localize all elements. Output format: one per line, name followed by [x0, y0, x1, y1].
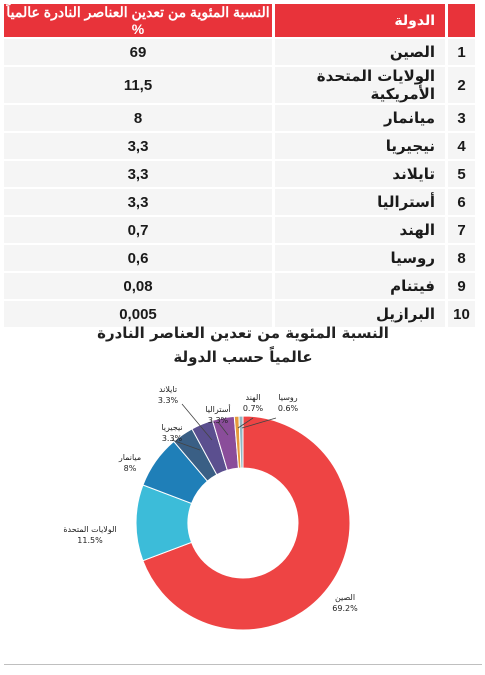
row-country: الصين	[275, 38, 445, 67]
row-country: نيجيريا	[275, 132, 445, 161]
row-separator	[445, 104, 448, 133]
slice-label-6: الهند	[246, 393, 261, 402]
slice-label-3: نيجيريا	[161, 423, 182, 432]
row-separator	[445, 188, 448, 217]
row-value: 0,005	[4, 300, 272, 329]
row-number: 1	[448, 38, 475, 67]
leader-line-5	[217, 421, 229, 436]
row-number: 3	[448, 104, 475, 133]
header-country: الدولة	[275, 4, 445, 39]
row-value: 69	[4, 38, 272, 67]
leader-line-4	[181, 403, 213, 441]
slice-label-1: الولايات المتحدة	[63, 525, 116, 534]
row-separator	[445, 132, 448, 161]
leader-line-3	[171, 439, 201, 451]
header-value: النسبة المئوية من تعدين العناصر النادرة …	[4, 4, 272, 39]
table-row: 3 ميانمار 8	[4, 104, 475, 133]
table-row: 9 فيتنام 0,08	[4, 272, 475, 301]
row-separator	[445, 272, 448, 301]
row-value: 3,3	[4, 160, 272, 189]
table-row: 6 أستراليا 3,3	[4, 188, 475, 217]
row-separator	[272, 160, 275, 189]
table-row: 1 الصين 69	[4, 38, 475, 67]
row-value: 3,3	[4, 188, 272, 217]
slice-pct-3: 3.3%	[162, 434, 183, 443]
row-country: أستراليا	[275, 188, 445, 217]
table-row: 7 الهند 0,7	[4, 216, 475, 245]
table-row: 4 نيجيريا 3,3	[4, 132, 475, 161]
chart-title-line2: عالمياً حسب الدولة	[173, 346, 312, 366]
header-separator	[445, 4, 448, 39]
leader-line-6	[237, 417, 254, 429]
chart-labels: الصين 69.2% الولايات المتحدة 11.5% ميانمار 8%…	[63, 385, 358, 613]
table-row: 2 الولايات المتحدة الأمريكية 11,5	[4, 66, 475, 105]
row-separator	[272, 66, 275, 105]
header-separator	[272, 4, 275, 39]
row-country: فيتنام	[275, 272, 445, 301]
row-separator	[272, 132, 275, 161]
slice-label-7: روسيا	[278, 393, 297, 402]
slice-label-0: الصين	[335, 593, 355, 602]
row-value: 3,3	[4, 132, 272, 161]
row-separator	[445, 216, 448, 245]
slice-pct-2: 8%	[124, 464, 137, 473]
header-num	[448, 4, 475, 39]
row-country: البرازيل	[275, 300, 445, 329]
row-number: 10	[448, 300, 475, 329]
chart-slices	[135, 415, 351, 631]
row-separator	[445, 300, 448, 329]
slice-label-5: أستراليا	[205, 404, 230, 414]
row-country: تايلاند	[275, 160, 445, 189]
table-row: 5 تايلاند 3,3	[4, 160, 475, 189]
row-separator	[272, 272, 275, 301]
row-number: 2	[448, 66, 475, 105]
row-separator	[272, 188, 275, 217]
row-number: 7	[448, 216, 475, 245]
row-country: الهند	[275, 216, 445, 245]
row-separator	[272, 300, 275, 329]
row-separator	[272, 216, 275, 245]
slice-7	[238, 415, 244, 469]
chart-leader-lines	[171, 403, 277, 451]
row-value: 0,6	[4, 244, 272, 273]
row-separator	[445, 38, 448, 67]
row-number: 5	[448, 160, 475, 189]
row-number: 9	[448, 272, 475, 301]
table-row: 8 روسيا 0,6	[4, 244, 475, 273]
slice-label-2: ميانمار	[118, 453, 141, 462]
row-separator	[272, 104, 275, 133]
row-value: 0,08	[4, 272, 272, 301]
row-value: 11,5	[4, 66, 272, 105]
slice-pct-4: 3.3%	[158, 396, 179, 405]
row-number: 6	[448, 188, 475, 217]
slice-label-4: تايلاند	[159, 385, 177, 394]
table-row: 10 البرازيل 0,005	[4, 300, 475, 329]
chart-title-line1: النسبة المئوية من تعدين العناصر النادرة	[97, 324, 389, 342]
row-separator	[272, 244, 275, 273]
slice-pct-7: 0.6%	[278, 404, 299, 413]
row-number: 8	[448, 244, 475, 273]
donut-chart: النسبة المئوية من تعدين العناصر النادرة …	[63, 324, 389, 631]
row-separator	[445, 66, 448, 105]
slice-pct-1: 11.5%	[77, 536, 103, 545]
row-country: ميانمار	[275, 104, 445, 133]
slice-pct-6: 0.7%	[243, 404, 264, 413]
slice-pct-0: 69.2%	[332, 604, 358, 613]
rare-earth-table: الدولة النسبة المئوية من تعدين العناصر ا…	[4, 4, 475, 329]
row-separator	[272, 38, 275, 67]
table-body: 1 الصين 69 2 الولايات المتحدة الأمريكية 11,5 3…	[4, 38, 475, 329]
row-separator	[445, 160, 448, 189]
row-value: 8	[4, 104, 272, 133]
leader-line-7	[241, 417, 277, 429]
slice-0	[142, 415, 351, 631]
bottom-divider	[4, 664, 482, 665]
row-country: روسيا	[275, 244, 445, 273]
row-country: الولايات المتحدة الأمريكية	[275, 66, 445, 105]
slice-pct-5: 3.3%	[208, 416, 229, 425]
row-number: 4	[448, 132, 475, 161]
row-separator	[445, 244, 448, 273]
table-header-row: الدولة النسبة المئوية من تعدين العناصر ا…	[4, 4, 475, 39]
row-value: 0,7	[4, 216, 272, 245]
